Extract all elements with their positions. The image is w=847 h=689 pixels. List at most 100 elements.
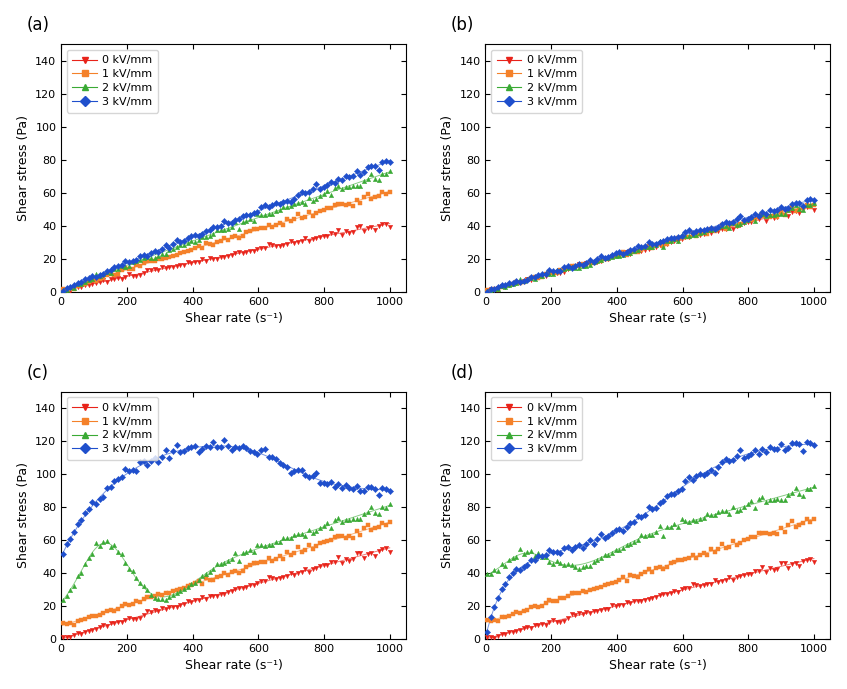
- Point: [166, 586, 180, 597]
- Point: [719, 220, 733, 232]
- Point: [148, 453, 162, 464]
- Point: [771, 528, 784, 539]
- Point: [576, 260, 590, 271]
- Point: [749, 209, 762, 220]
- Point: [93, 609, 107, 620]
- Point: [350, 221, 363, 232]
- Point: [738, 534, 751, 545]
- Point: [689, 229, 703, 240]
- Point: [785, 438, 799, 449]
- Point: [616, 542, 629, 553]
- Point: [656, 236, 670, 247]
- Point: [568, 562, 582, 573]
- Point: [557, 265, 571, 276]
- Point: [247, 558, 261, 569]
- Point: [722, 508, 736, 520]
- Point: [148, 246, 162, 257]
- Point: [719, 543, 733, 554]
- Point: [653, 562, 667, 573]
- Point: [700, 550, 714, 561]
- Point: [108, 269, 121, 280]
- Point: [188, 229, 202, 240]
- Point: [634, 530, 648, 541]
- Point: [214, 225, 228, 236]
- Point: [745, 216, 758, 227]
- Point: [309, 562, 323, 573]
- Point: [517, 276, 530, 287]
- Point: [192, 234, 206, 245]
- Point: [137, 249, 151, 260]
- Point: [678, 230, 692, 241]
- Point: [767, 444, 780, 455]
- Point: [598, 254, 612, 265]
- Point: [782, 205, 795, 216]
- Point: [708, 575, 722, 586]
- Point: [383, 546, 396, 557]
- Point: [225, 232, 239, 243]
- Point: [295, 567, 308, 578]
- Point: [174, 585, 187, 596]
- Point: [163, 453, 176, 464]
- Point: [324, 202, 338, 213]
- Point: [506, 568, 519, 579]
- Point: [502, 279, 516, 290]
- Point: [328, 515, 341, 526]
- Point: [678, 515, 692, 526]
- Point: [100, 483, 113, 494]
- Point: [642, 242, 656, 253]
- Point: [583, 560, 596, 571]
- Point: [93, 541, 107, 552]
- Point: [225, 222, 239, 233]
- Point: [495, 280, 508, 291]
- Point: [199, 238, 213, 249]
- Point: [741, 451, 755, 462]
- Point: [804, 484, 817, 495]
- Point: [276, 239, 290, 250]
- Point: [745, 212, 758, 223]
- Point: [82, 503, 96, 514]
- Point: [379, 520, 393, 531]
- Point: [331, 224, 345, 235]
- Point: [71, 277, 85, 288]
- Point: [546, 267, 560, 278]
- Point: [152, 247, 165, 258]
- Point: [317, 204, 330, 215]
- Point: [280, 547, 294, 558]
- Point: [207, 437, 220, 448]
- Point: [203, 230, 217, 241]
- Point: [64, 282, 77, 293]
- Point: [111, 268, 125, 279]
- Point: [664, 235, 678, 246]
- Point: [667, 556, 681, 567]
- Point: [335, 175, 349, 186]
- Point: [133, 457, 147, 468]
- Point: [353, 198, 367, 209]
- Point: [705, 465, 718, 476]
- Point: [716, 218, 729, 229]
- Point: [689, 516, 703, 527]
- Point: [645, 243, 659, 254]
- Point: [104, 267, 118, 278]
- Point: [711, 224, 725, 235]
- Point: [214, 252, 228, 263]
- Point: [532, 551, 545, 562]
- Point: [383, 156, 396, 167]
- Y-axis label: Shear stress (Pa): Shear stress (Pa): [440, 115, 454, 221]
- Point: [141, 460, 154, 471]
- Point: [800, 201, 813, 212]
- Point: [262, 571, 275, 582]
- Point: [686, 229, 700, 240]
- Point: [521, 559, 534, 570]
- Point: [510, 625, 523, 636]
- Point: [796, 517, 810, 528]
- Point: [247, 447, 261, 458]
- Point: [789, 438, 802, 449]
- Point: [60, 619, 74, 630]
- Point: [137, 258, 151, 269]
- Point: [93, 274, 107, 285]
- Point: [339, 225, 352, 236]
- Point: [236, 216, 250, 227]
- Point: [546, 268, 560, 279]
- Point: [484, 285, 497, 296]
- Point: [291, 528, 305, 539]
